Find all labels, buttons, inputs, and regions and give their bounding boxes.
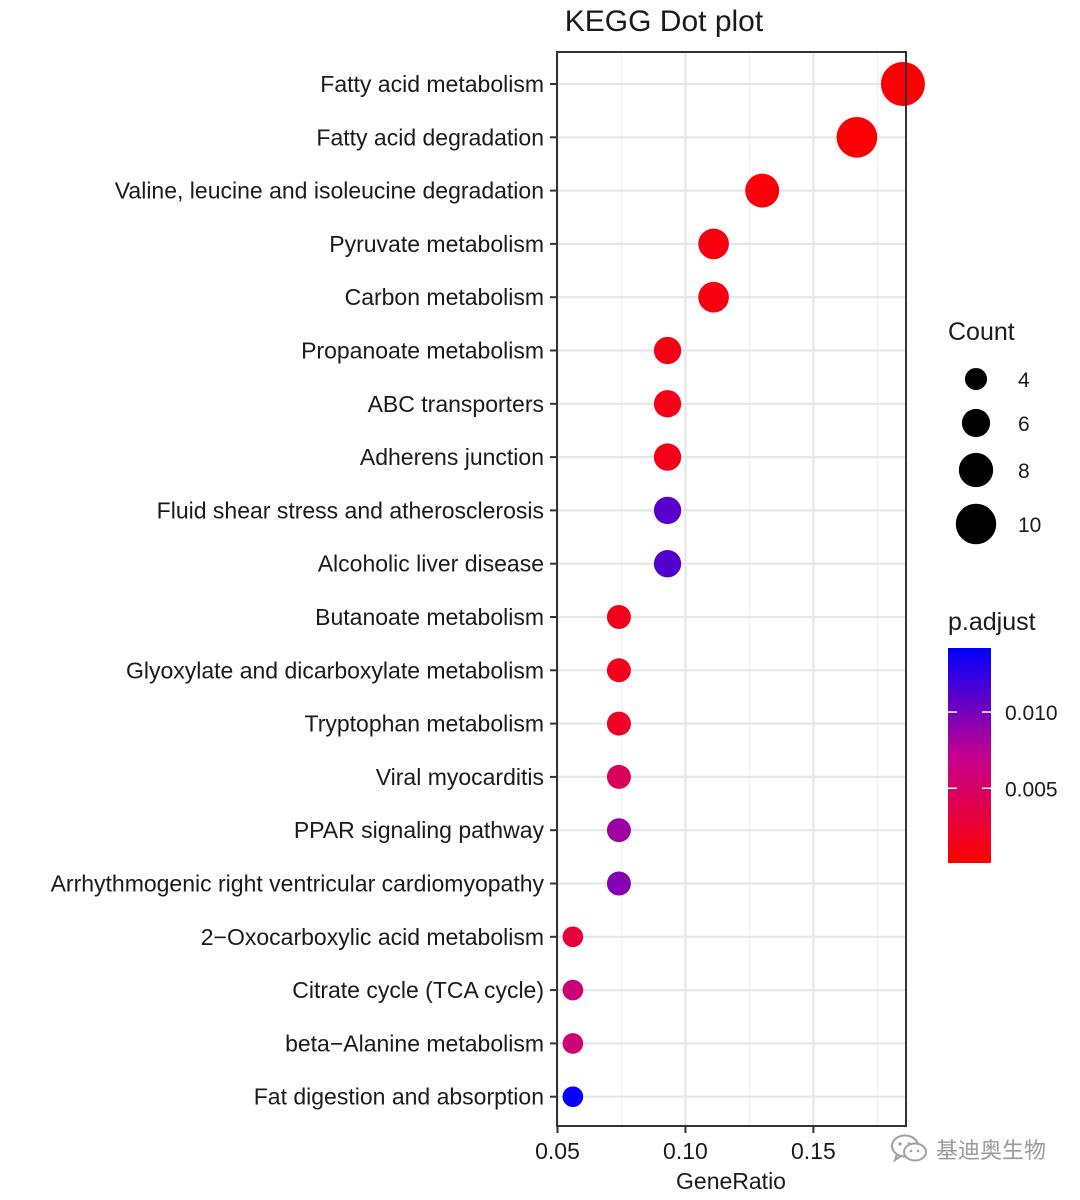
data-point — [562, 1086, 584, 1108]
y-tick-label: 2−Oxocarboxylic acid metabolism — [201, 924, 544, 950]
y-tick-label: Propanoate metabolism — [301, 338, 544, 364]
data-point — [606, 711, 631, 736]
count-legend-key — [961, 408, 991, 438]
plot-panel-border — [556, 51, 907, 1127]
y-tick-label: Viral myocarditis — [376, 764, 544, 790]
data-point — [606, 658, 631, 683]
count-legend-title: Count — [948, 318, 1015, 346]
x-axis: 0.05 0.10 0.15 — [535, 1126, 836, 1164]
count-legend-key — [964, 367, 988, 391]
count-legend-key — [958, 452, 994, 488]
data-point — [562, 1033, 584, 1054]
x-tick-label: 0.10 — [663, 1138, 708, 1164]
y-tick-label: Glyoxylate and dicarboxylate metabolism — [126, 657, 544, 683]
y-tick-label: Fat digestion and absorption — [254, 1084, 544, 1110]
data-point — [606, 605, 631, 629]
data-point — [606, 764, 631, 789]
y-tick-label: PPAR signaling pathway — [294, 817, 545, 843]
p-adjust-colorbar — [948, 648, 991, 863]
count-legend-key — [955, 503, 997, 545]
data-point — [698, 228, 729, 260]
p-adjust-legend: p.adjust 0.005 0.010 — [948, 608, 1058, 863]
chart-title: KEGG Dot plot — [565, 5, 764, 38]
y-tick-label: Arrhythmogenic right ventricular cardiom… — [51, 871, 545, 897]
y-tick-label: Fatty acid metabolism — [320, 71, 544, 97]
data-point — [880, 62, 925, 106]
x-tick-label: 0.05 — [535, 1138, 580, 1164]
data-point — [562, 926, 584, 948]
watermark: 基迪奥生物 — [890, 1133, 1046, 1165]
watermark-text: 基迪奥生物 — [935, 1139, 1046, 1164]
colorbar-tick-label: 0.005 — [1005, 778, 1058, 801]
data-point — [745, 173, 780, 208]
y-tick-label: Alcoholic liver disease — [318, 551, 544, 577]
data-point — [562, 979, 584, 1001]
plot-points — [562, 62, 925, 1108]
y-tick-label: Fatty acid degradation — [316, 124, 544, 150]
y-tick-label: Adherens junction — [360, 444, 544, 470]
data-point — [653, 496, 682, 525]
y-tick-label: Citrate cycle (TCA cycle) — [292, 977, 544, 1003]
colorbar-tick-label: 0.010 — [1005, 702, 1058, 725]
count-legend-label: 8 — [1018, 460, 1030, 483]
data-point — [698, 281, 729, 313]
count-legend: Count 4 6 8 10 — [948, 318, 1041, 545]
p-adjust-legend-title: p.adjust — [948, 608, 1036, 636]
y-tick-label: Tryptophan metabolism — [305, 711, 544, 737]
y-tick-label: Butanoate metabolism — [315, 604, 544, 630]
data-point — [653, 336, 682, 365]
data-point — [653, 443, 682, 471]
x-axis-title: GeneRatio — [676, 1168, 786, 1194]
x-tick-label: 0.15 — [791, 1138, 836, 1164]
data-point — [606, 871, 631, 896]
wechat-icon — [890, 1134, 927, 1163]
count-legend-label: 4 — [1018, 369, 1030, 392]
y-tick-label: ABC transporters — [368, 391, 544, 417]
data-point — [836, 116, 878, 158]
y-tick-label: beta−Alanine metabolism — [285, 1030, 544, 1056]
count-legend-label: 10 — [1018, 514, 1041, 537]
y-tick-label: Pyruvate metabolism — [329, 231, 544, 257]
y-tick-label: Valine, leucine and isoleucine degradati… — [115, 178, 544, 204]
data-point — [653, 390, 682, 418]
grid-lines — [556, 52, 906, 1126]
data-point — [606, 818, 631, 843]
data-point — [653, 550, 682, 578]
y-axis: Fatty acid metabolism Fatty acid degradat… — [51, 71, 557, 1110]
y-tick-label: Fluid shear stress and atherosclerosis — [157, 497, 544, 523]
count-legend-label: 6 — [1018, 413, 1030, 436]
y-tick-label: Carbon metabolism — [345, 284, 544, 310]
